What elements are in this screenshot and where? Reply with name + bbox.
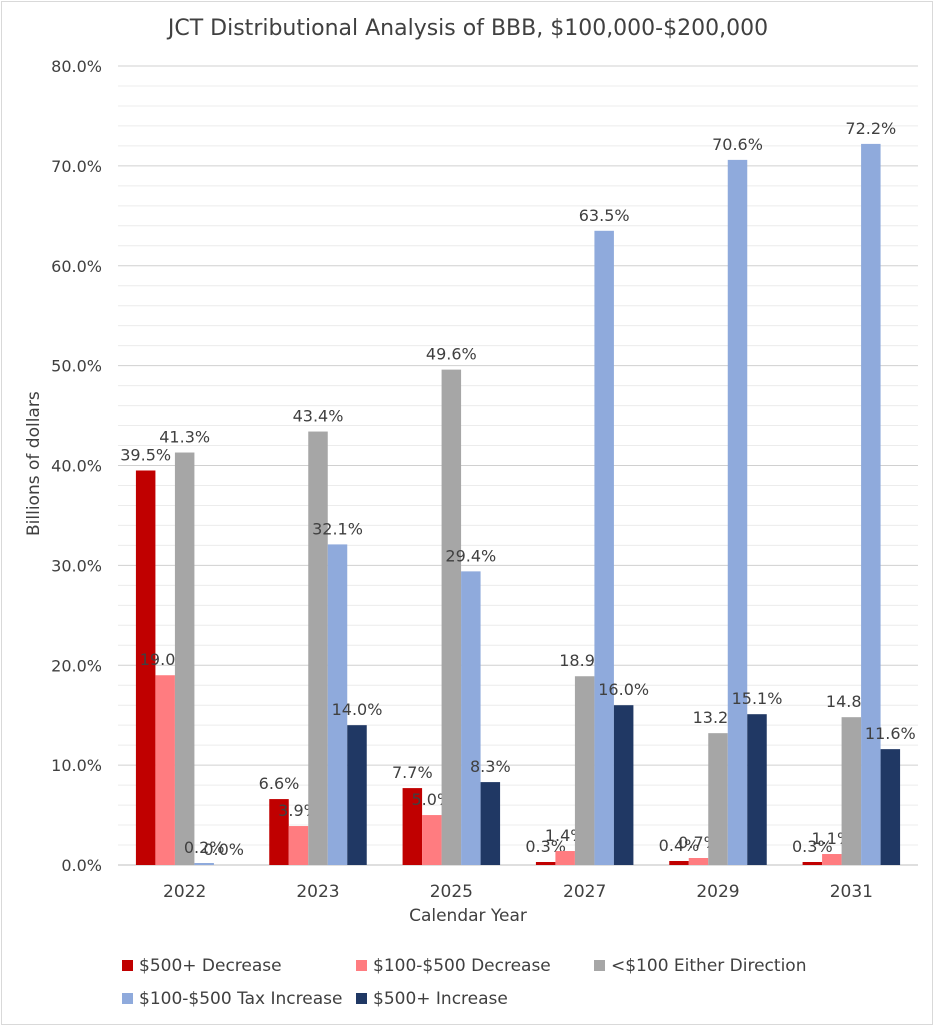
bar (594, 230, 614, 865)
y-tick-label: 30.0% (51, 556, 102, 575)
legend-swatch (122, 993, 133, 1004)
legend-label: $100-$500 Tax Increase (139, 989, 343, 1009)
legend-item: $100-$500 Decrease (356, 956, 551, 976)
data-label: 32.1% (312, 519, 363, 538)
legend-swatch (356, 960, 367, 971)
y-tick-label: 0.0% (61, 856, 102, 875)
legend-item: $500+ Decrease (122, 956, 282, 976)
legend-label: $500+ Decrease (139, 956, 282, 976)
bar (269, 799, 289, 865)
legend-swatch (594, 960, 605, 971)
x-tick-label: 2023 (296, 882, 339, 902)
data-label: 0.0% (203, 840, 244, 859)
bar (841, 717, 862, 865)
data-label: 70.6% (712, 135, 763, 154)
data-label: 49.6% (426, 345, 477, 364)
y-tick-label: 10.0% (51, 756, 102, 775)
bar (727, 159, 748, 865)
legend-item: <$100 Either Direction (594, 956, 806, 976)
bar (402, 788, 423, 865)
bar (708, 733, 728, 865)
legend-label: $100-$500 Decrease (373, 956, 551, 976)
bar (135, 470, 156, 865)
bar (861, 143, 881, 866)
x-tick-label: 2031 (830, 882, 873, 902)
bar (669, 861, 689, 865)
x-tick-label: 2029 (696, 882, 739, 902)
bar (461, 571, 481, 865)
bar (194, 863, 214, 865)
data-label: 15.1% (732, 689, 783, 708)
bar (574, 676, 595, 865)
y-tick-label: 70.0% (51, 157, 102, 176)
bar (441, 369, 462, 865)
data-label: 39.5% (120, 445, 171, 464)
bar (174, 452, 195, 865)
data-label: 41.3% (159, 428, 210, 447)
bar (327, 544, 348, 865)
bar (802, 862, 823, 865)
bar (880, 749, 901, 865)
x-tick-label: 2027 (563, 882, 606, 902)
y-tick-label: 80.0% (51, 57, 102, 76)
bar (688, 858, 709, 865)
bar (535, 862, 556, 865)
bar (308, 431, 328, 865)
data-label: 63.5% (579, 206, 630, 225)
legend-label: <$100 Either Direction (611, 956, 807, 976)
data-label: 0.2% (184, 838, 225, 857)
legend-swatch (122, 960, 133, 971)
data-label: 16.0% (598, 680, 649, 699)
y-tick-label: 50.0% (51, 357, 102, 376)
data-label: 6.6% (259, 774, 300, 793)
bar (155, 675, 175, 865)
y-tick-label: 20.0% (51, 656, 102, 675)
data-label: 0.4% (659, 836, 700, 855)
legend-item: $500+ Increase (356, 989, 508, 1009)
x-axis-label: Calendar Year (409, 906, 527, 926)
y-axis-label: Billions of dollars (24, 391, 44, 536)
bar (822, 854, 842, 865)
data-label: 72.2% (845, 119, 896, 138)
x-tick-label: 2025 (430, 882, 473, 902)
data-label: 29.4% (445, 546, 496, 565)
y-tick-label: 60.0% (51, 257, 102, 276)
data-label: 43.4% (293, 407, 344, 426)
legend-swatch (356, 993, 367, 1004)
bar (613, 705, 634, 865)
y-tick-label: 40.0% (51, 457, 102, 476)
legend-label: $500+ Increase (373, 989, 508, 1009)
data-label: 7.7% (392, 763, 433, 782)
bar (422, 815, 442, 865)
chart-title: JCT Distributional Analysis of BBB, $100… (167, 16, 769, 41)
bar (747, 714, 767, 865)
data-label: 0.3% (792, 837, 833, 856)
bar (347, 725, 367, 865)
bar (480, 782, 501, 865)
bar (288, 826, 309, 865)
legend-item: $100-$500 Tax Increase (122, 989, 342, 1009)
data-label: 8.3% (470, 757, 511, 776)
data-label: 14.0% (332, 700, 383, 719)
x-tick-label: 2022 (163, 882, 206, 902)
bar (555, 851, 575, 865)
data-label: 11.6% (865, 724, 916, 743)
